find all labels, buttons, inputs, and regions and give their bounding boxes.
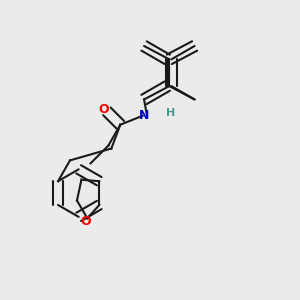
Text: O: O (81, 215, 91, 228)
Text: H: H (166, 108, 176, 118)
Text: N: N (139, 109, 149, 122)
Text: O: O (99, 103, 109, 116)
